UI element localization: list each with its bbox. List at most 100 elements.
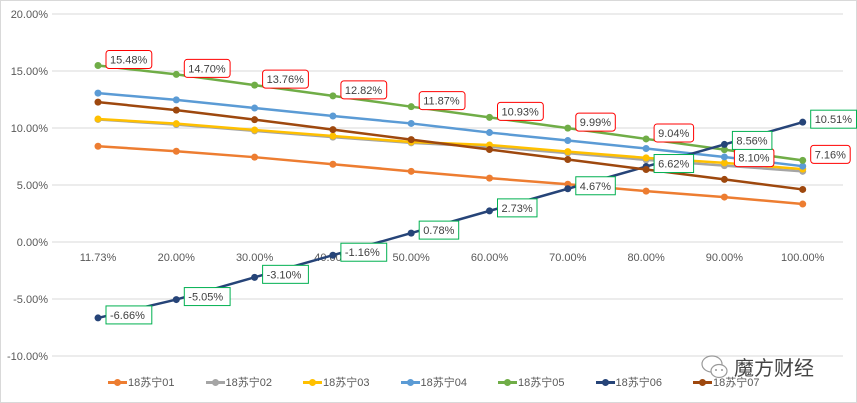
data-point [94,115,102,123]
data-label-box [105,305,153,325]
legend-item: 18苏宁03 [303,374,401,390]
data-label-box [183,58,231,78]
x-tick-label: 30.00% [236,252,274,264]
data-label: 0.78% [418,220,460,240]
data-point [172,106,180,114]
x-tick-label: 90.00% [706,252,744,264]
data-point [251,273,259,281]
data-label-text: 15.48% [110,55,148,67]
data-label-text: 8.10% [738,153,769,165]
series-line [97,100,803,191]
data-point [564,137,572,145]
data-point [642,145,650,153]
data-label: 12.82% [340,80,388,100]
data-label: -1.16% [340,242,388,262]
legend-item: 18苏宁01 [108,374,206,390]
data-point [94,89,102,97]
data-label-box [731,130,773,150]
data-point [251,81,259,89]
legend-label: 18苏宁02 [225,377,272,389]
data-label: 15.48% [105,50,153,70]
data-point [329,112,337,120]
data-label-box [575,176,616,196]
x-tick-label: 11.73% [80,252,117,264]
data-label: 4.67% [575,176,616,196]
data-label-box [418,220,460,240]
data-label-box [497,198,538,218]
data-point [251,116,259,124]
data-label-text: 9.99% [580,117,611,129]
data-point [407,136,415,144]
data-point [329,160,337,168]
data-label: 11.87% [418,91,466,111]
data-point [642,135,650,143]
legend-marker-icon [400,378,420,386]
data-label-text: 7.16% [815,149,846,161]
legend-marker-icon [693,378,712,386]
data-point [720,175,728,183]
x-tick-label: 80.00% [627,252,665,264]
data-point [94,142,102,150]
data-point [172,120,180,128]
series-line [97,144,803,206]
data-label-text: 14.70% [188,63,226,75]
data-label-box [183,287,231,307]
data-point [251,153,259,161]
data-point [642,165,650,173]
data-label: 7.16% [810,144,851,164]
data-point [799,118,807,126]
data-label-text: 13.76% [267,74,305,86]
data-label: 13.76% [262,69,309,89]
data-label-box [262,264,309,284]
data-point [407,167,415,175]
legend-label: 18苏宁03 [323,377,370,389]
data-point [329,251,337,259]
data-point [564,148,572,156]
series-7 [94,98,807,193]
data-point [799,162,807,170]
legend-item: 18苏宁06 [595,374,694,390]
series-4 [94,89,807,170]
data-point [329,132,337,140]
data-label-box [497,101,544,121]
data-label-text: -6.66% [110,310,145,322]
legend-item: 18苏宁05 [498,374,596,390]
series-1 [94,142,807,208]
data-label: 6.62% [653,154,695,174]
data-label-text: 9.04% [658,128,689,140]
data-label: 9.99% [575,112,616,132]
data-label: -3.10% [262,264,309,284]
data-point [486,174,493,182]
series-line [97,91,803,168]
data-label-box [340,242,388,262]
data-point [407,119,415,127]
data-point [564,185,572,193]
x-tick-label: 20.00% [158,252,196,264]
y-tick-label: 15.00% [11,66,49,78]
y-tick-label: -10.00% [7,351,48,363]
data-label: -5.05% [183,287,231,307]
legend: 18苏宁01 18苏宁02 18苏宁03 18苏宁04 18苏宁05 18苏宁06 18苏宁… [108,374,791,390]
data-point [251,126,259,134]
legend-label: 18苏宁01 [128,377,175,389]
legend-label: 18苏宁05 [518,377,565,389]
legend-label: 18苏宁06 [615,377,662,389]
legend-label: 18苏宁07 [713,377,760,389]
y-tick-label: -5.00% [13,294,48,306]
legend-marker-icon [498,378,517,386]
data-label: 9.04% [653,123,695,143]
data-point [407,229,415,237]
x-tick-label: 50.00% [393,252,431,264]
data-label-text: 4.67% [580,181,611,193]
data-point [407,103,415,111]
data-point [172,296,180,304]
x-tick-label: 70.00% [549,252,587,264]
data-point [329,126,337,134]
data-label: -6.66% [105,305,153,325]
x-tick-label: 60.00% [471,252,509,264]
data-point [486,113,493,121]
data-label-text: 6.62% [658,159,689,171]
data-point [329,92,337,100]
legend-item: 18苏宁07 [693,374,791,390]
data-point [94,62,102,70]
